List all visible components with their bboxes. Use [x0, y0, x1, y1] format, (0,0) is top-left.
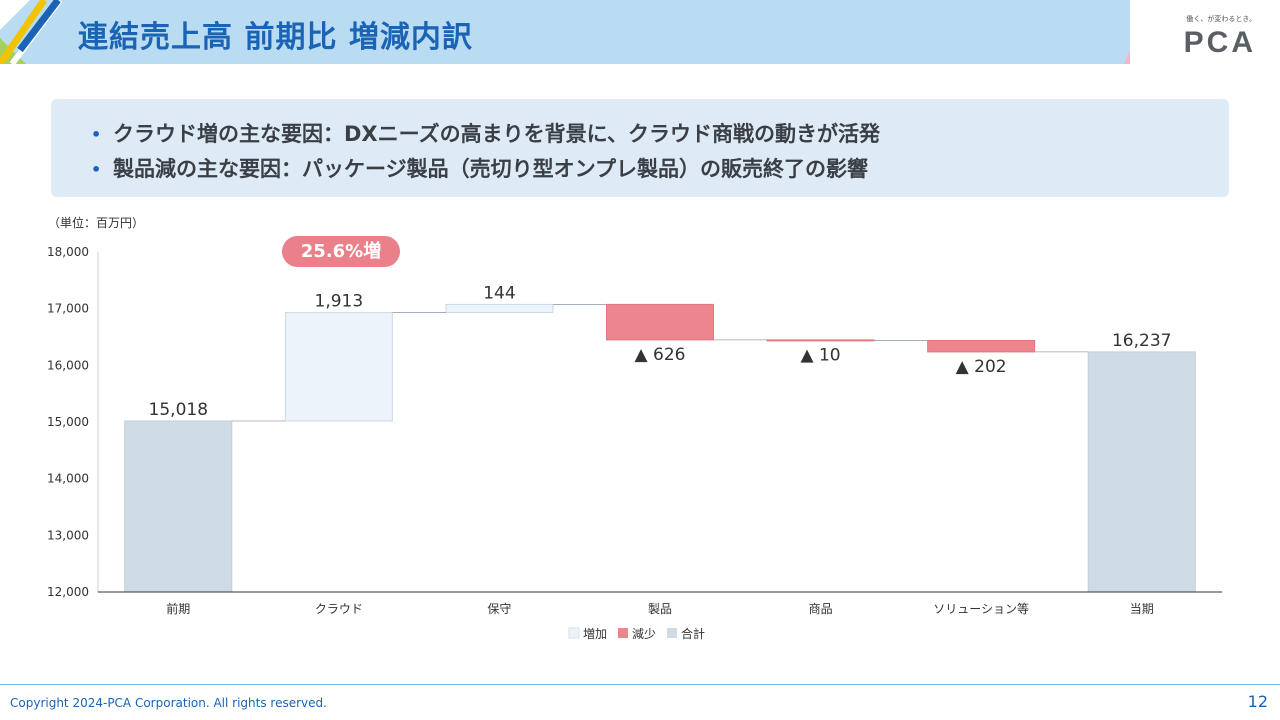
waterfall-bar — [1087, 351, 1196, 593]
waterfall-bar — [606, 303, 714, 341]
unit-label: （単位：百万円） — [48, 216, 145, 230]
waterfall-bar — [445, 303, 554, 314]
x-category-label: 製品 — [648, 602, 672, 616]
y-tick-label: 14,000 — [47, 472, 89, 486]
data-label: 144 — [483, 283, 515, 303]
y-tick-label: 17,000 — [47, 302, 89, 316]
data-label: ▲ 10 — [801, 345, 841, 365]
data-label: 15,018 — [149, 400, 208, 420]
brand-tagline: 働く、が変わるとき。 — [1186, 15, 1256, 23]
x-category-label: 前期 — [166, 601, 190, 616]
data-label: ▲ 626 — [635, 345, 686, 365]
legend-swatch — [568, 627, 580, 639]
legend-label: 増加 — [583, 627, 607, 641]
key-point-item: • クラウド増の主な要因：DXニーズの高まりを背景に、クラウド商戦の動きが活発 — [91, 117, 880, 152]
legend-label: 合計 — [681, 626, 705, 641]
waterfall-bar — [284, 312, 393, 422]
x-category-label: ソリューション等 — [933, 602, 1029, 616]
pca-logo: PCA — [1183, 26, 1256, 59]
y-tick-label: 18,000 — [47, 245, 89, 259]
waterfall-bar — [124, 420, 233, 593]
waterfall-bar — [927, 339, 1036, 353]
brand-area: 働く、が変わるとき。 PCA — [1130, 0, 1280, 64]
footer-divider — [0, 684, 1280, 685]
data-label: ▲ 202 — [956, 357, 1007, 377]
y-tick-label: 16,000 — [47, 358, 89, 372]
data-label: 1,913 — [315, 292, 364, 312]
x-category-label: 当期 — [1130, 602, 1154, 616]
legend-swatch — [618, 628, 628, 638]
y-tick-label: 12,000 — [47, 585, 89, 599]
legend-swatch — [667, 628, 677, 638]
y-tick-label: 15,000 — [47, 415, 89, 429]
growth-badge: 25.6%増 — [282, 236, 400, 267]
y-tick-label: 13,000 — [47, 528, 89, 542]
page-title: 連結売上高 前期比 増減内訳 — [78, 20, 473, 55]
key-points-callout: • クラウド増の主な要因：DXニーズの高まりを背景に、クラウド商戦の動きが活発 •… — [51, 99, 1229, 197]
waterfall-chart: 12,000 13,000 14,000 15,000 16,000 17,000 18,0… — [47, 245, 1222, 641]
page-number: 12 — [1247, 692, 1268, 711]
key-point-item: • 製品減の主な要因：パッケージ製品（売切り型オンプレ製品）の販売終了の影響 — [91, 152, 880, 187]
x-category-label: クラウド — [315, 602, 363, 616]
data-label: 16,237 — [1112, 331, 1171, 351]
legend-label: 減少 — [632, 626, 656, 641]
key-point-text: 製品減の主な要因：パッケージ製品（売切り型オンプレ製品）の販売終了の影響 — [113, 157, 868, 181]
x-category-label: 商品 — [809, 601, 833, 616]
header-bar: 連結売上高 前期比 増減内訳 働く、が変わるとき。 PCA — [0, 0, 1280, 64]
copyright-text: Copyright 2024-PCA Corporation. All righ… — [10, 696, 327, 710]
waterfall-bar — [766, 339, 875, 342]
bullet-icon: • — [91, 160, 102, 179]
corner-stripes-decoration — [0, 0, 63, 64]
key-point-text: クラウド増の主な要因：DXニーズの高まりを背景に、クラウド商戦の動きが活発 — [113, 122, 880, 146]
bullet-icon: • — [91, 125, 102, 144]
x-category-label: 保守 — [487, 602, 511, 616]
